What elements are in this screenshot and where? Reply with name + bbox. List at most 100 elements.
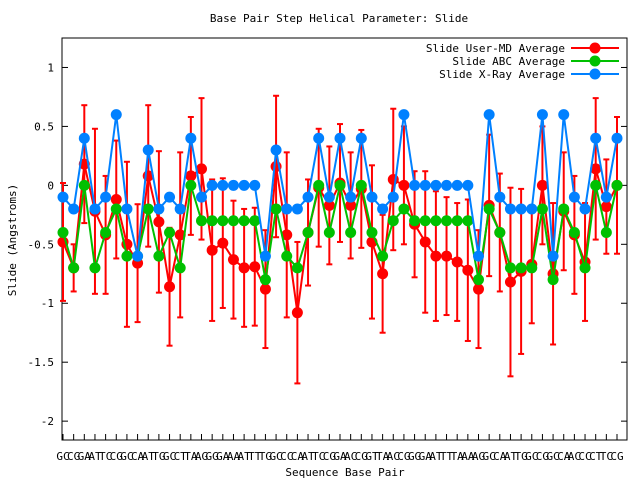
data-point xyxy=(377,250,389,262)
data-point xyxy=(419,236,431,248)
x-tick-label: TA xyxy=(451,450,465,463)
x-tick-label: CG xyxy=(110,450,123,463)
data-point xyxy=(100,227,112,239)
data-point xyxy=(430,179,442,191)
data-point xyxy=(473,274,484,286)
data-point xyxy=(398,109,410,121)
data-point xyxy=(57,227,69,239)
data-point xyxy=(355,132,367,144)
data-point xyxy=(430,215,442,227)
data-point xyxy=(483,109,495,121)
data-point xyxy=(515,262,527,274)
data-point xyxy=(89,203,101,215)
x-axis-label: Sequence Base Pair xyxy=(285,466,405,479)
data-point xyxy=(164,227,176,239)
x-tick-label: GC xyxy=(546,450,559,463)
data-point xyxy=(217,179,229,191)
x-tick-label: GA xyxy=(78,450,92,463)
data-point xyxy=(558,203,570,215)
x-tick-label: TT xyxy=(440,450,454,463)
data-point xyxy=(259,274,271,286)
x-tick-label: CG xyxy=(397,450,410,463)
data-point xyxy=(174,262,186,274)
data-point xyxy=(281,250,293,262)
data-point xyxy=(206,215,218,227)
x-tick-label: AA xyxy=(227,450,241,463)
data-point xyxy=(526,203,538,215)
data-point xyxy=(600,191,612,203)
data-point xyxy=(579,203,591,215)
data-point xyxy=(377,268,389,280)
data-point xyxy=(249,215,261,227)
axes: 10.50-0.5-1-1.5-2GCCGGAATTCCGGCCAATTGGCC… xyxy=(28,37,628,463)
data-point xyxy=(164,191,176,203)
legend-label: Slide X-Ray Average xyxy=(439,68,565,81)
data-point xyxy=(590,179,602,191)
data-point xyxy=(334,179,346,191)
x-tick-label: AT xyxy=(301,450,315,463)
x-tick-label: GC xyxy=(269,450,282,463)
x-tick-label: GT xyxy=(365,450,379,463)
data-point xyxy=(196,191,207,203)
data-point xyxy=(398,203,410,215)
data-point xyxy=(100,191,112,203)
data-point xyxy=(462,264,474,276)
x-tick-label: GC xyxy=(56,450,69,463)
x-tick-label: AT xyxy=(237,450,251,463)
data-point xyxy=(291,262,303,274)
data-point xyxy=(132,250,144,262)
data-point xyxy=(142,203,154,215)
x-tick-label: AT xyxy=(88,450,102,463)
data-point xyxy=(345,191,357,203)
data-point xyxy=(259,283,271,295)
data-point xyxy=(291,203,303,215)
legend-marker xyxy=(589,42,601,54)
x-tick-label: AT xyxy=(429,450,443,463)
data-point xyxy=(164,281,176,293)
x-tick-label: CG xyxy=(610,450,623,463)
x-tick-label: GA xyxy=(419,450,433,463)
legend-marker xyxy=(589,55,601,67)
data-point xyxy=(110,109,122,121)
x-tick-label: AG xyxy=(195,450,208,463)
x-tick-label: TA xyxy=(184,450,198,463)
x-tick-label: CG xyxy=(536,450,549,463)
data-point xyxy=(302,191,314,203)
data-point xyxy=(398,179,410,191)
x-tick-label: GA xyxy=(333,450,347,463)
data-point xyxy=(366,227,378,239)
y-tick-label: 1 xyxy=(47,61,54,74)
data-point xyxy=(515,203,527,215)
data-point xyxy=(227,179,239,191)
data-point xyxy=(121,203,133,215)
data-point xyxy=(483,203,495,215)
x-tick-label: CG xyxy=(323,450,336,463)
data-point xyxy=(504,276,516,288)
data-point xyxy=(600,201,612,213)
x-tick-label: GC xyxy=(120,450,133,463)
x-tick-label: AG xyxy=(472,450,485,463)
data-point xyxy=(238,179,250,191)
data-point xyxy=(89,262,101,274)
data-point xyxy=(217,237,229,249)
data-point xyxy=(590,163,602,175)
data-point xyxy=(121,250,133,262)
data-point xyxy=(579,262,591,274)
data-point xyxy=(504,203,516,215)
data-point xyxy=(270,144,282,156)
x-tick-label: TC xyxy=(600,450,613,463)
data-point xyxy=(196,215,207,227)
series-group xyxy=(57,94,623,385)
data-point xyxy=(377,203,389,215)
data-point xyxy=(590,132,602,144)
data-point xyxy=(323,227,335,239)
data-point xyxy=(153,216,165,228)
x-tick-label: TA xyxy=(376,450,390,463)
data-point xyxy=(68,203,80,215)
legend-marker xyxy=(589,68,601,80)
y-tick-label: -2 xyxy=(41,415,54,428)
data-point xyxy=(57,191,69,203)
data-point xyxy=(227,254,239,266)
x-tick-label: TG xyxy=(259,450,272,463)
